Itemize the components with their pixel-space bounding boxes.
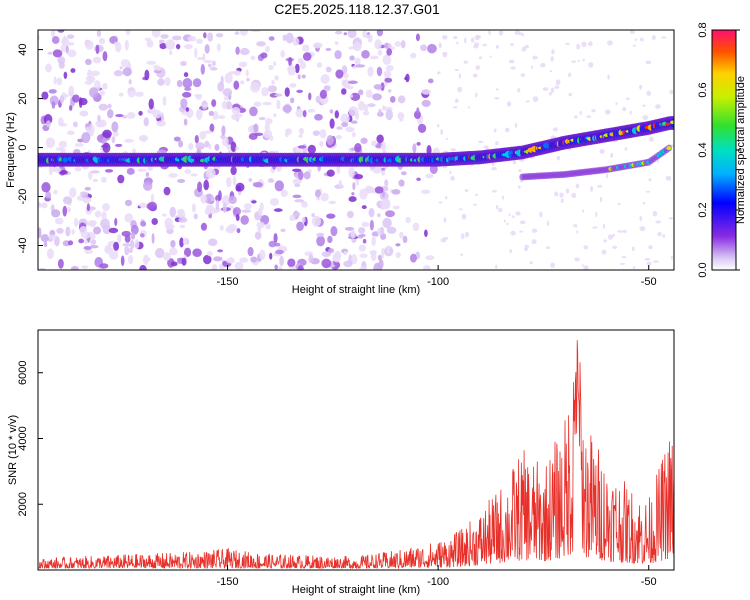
spectrogram-blobs: [38, 30, 674, 270]
snr-y-tick-label: 4000: [17, 426, 29, 450]
colorbar-label: Normalized spectral amplitude: [735, 76, 747, 224]
spectrogram-x-tick-label: -150: [217, 276, 239, 288]
colorbar: 0.0 0.2 0.4 0.6 0.8 Normalized spectral ampl…: [697, 22, 747, 277]
spectrogram-y-axis-title: Frequency (Hz): [5, 112, 17, 188]
spectrogram-x-tick-label: -100: [427, 276, 449, 288]
snr-x-axis-title: Height of straight line (km): [292, 584, 420, 596]
snr-x-tick-label: -150: [217, 576, 239, 588]
snr-y-tick-label: 2000: [17, 492, 29, 516]
colorbar-ticks: 0.0 0.2 0.4 0.6 0.8: [697, 22, 740, 278]
snr-y-tick-label: 6000: [17, 360, 29, 384]
colorbar-gradient: [711, 29, 737, 271]
chart-title: C2E5.2025.118.12.37.G01: [274, 1, 440, 17]
spectrogram-y-tick-label: -20: [17, 189, 29, 205]
snr-panel: -150 -100 -50 2000 4000 6000 Height of strai…: [7, 329, 675, 596]
spectrogram-y-tick-label: -40: [17, 238, 29, 254]
spectrogram-y-tick-label: 20: [17, 92, 29, 104]
spectrogram-y-tick-label: 40: [17, 43, 29, 55]
colorbar-tick-label: 0.4: [697, 142, 709, 157]
snr-x-tick-label: -100: [427, 576, 449, 588]
snr-y-axis-title: SNR (10 * v/v): [7, 415, 19, 485]
snr-x-ticks: -150 -100 -50: [217, 565, 657, 588]
colorbar-tick-label: 0.2: [697, 202, 709, 217]
spectrogram-x-tick-label: -50: [641, 276, 657, 288]
colorbar-tick-label: 0.0: [697, 262, 709, 277]
spectrogram-y-ticks: -40 -20 0 20 40: [17, 43, 43, 253]
spectrogram-x-axis-title: Height of straight line (km): [292, 284, 420, 296]
snr-series-line: [37, 340, 675, 570]
spectrogram-panel: -150 -100 -50 -40 -20 0 20 40 Height of straig…: [5, 29, 675, 296]
snr-y-ticks: 2000 4000 6000: [17, 360, 43, 516]
snr-frame: [37, 329, 675, 571]
snr-x-tick-label: -50: [641, 576, 657, 588]
spectrogram-frame: [37, 29, 675, 271]
snr-plot-area: [38, 330, 674, 570]
colorbar-tick-label: 0.8: [697, 22, 709, 37]
spectrogram-x-ticks: -150 -100 -50: [217, 265, 657, 288]
colorbar-tick-label: 0.6: [697, 82, 709, 97]
spectrogram-y-tick-label: 0: [17, 144, 29, 150]
